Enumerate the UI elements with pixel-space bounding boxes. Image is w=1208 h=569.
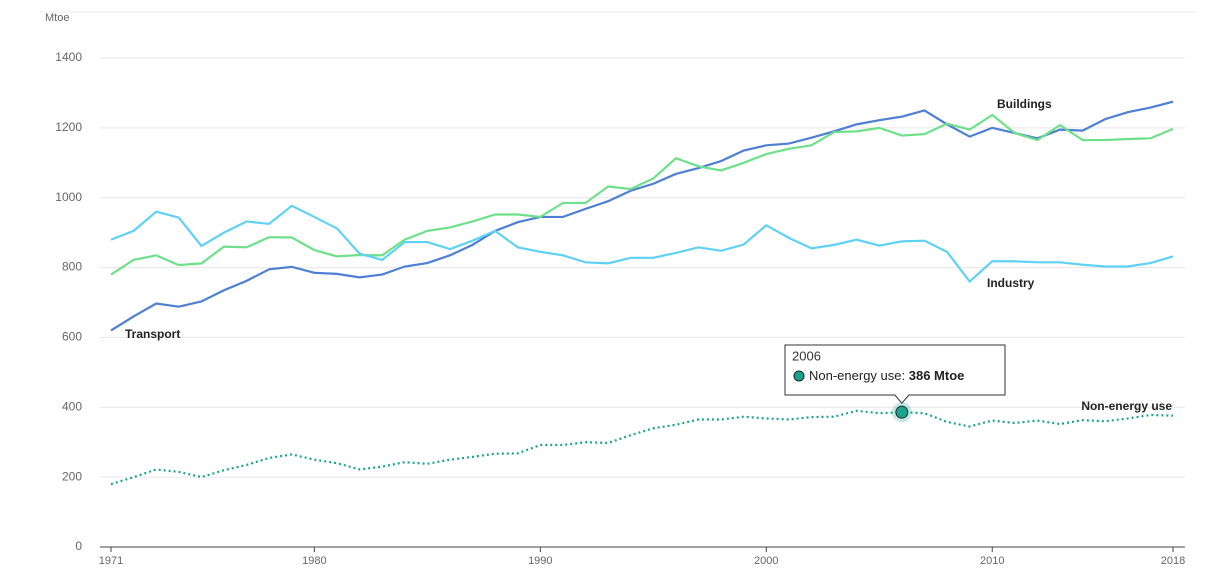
tooltip-dot <box>793 370 805 382</box>
tooltip-label: Non-energy use: <box>809 368 905 383</box>
series-label: Buildings <box>997 97 1052 111</box>
series-label: Non-energy use <box>1081 399 1172 413</box>
series-label: Industry <box>987 276 1035 290</box>
x-tick-label: 1980 <box>302 555 326 567</box>
y-tick-label: 1400 <box>55 50 82 64</box>
y-tick-label: 1000 <box>55 190 82 204</box>
tooltip-text: Non-energy use: 386 Mtoe <box>809 368 964 383</box>
series-line <box>110 204 1174 284</box>
tooltip-box <box>784 344 1006 404</box>
y-tick-label: 200 <box>62 469 82 483</box>
x-tick-label: 2010 <box>980 555 1004 567</box>
x-tick-label: 2000 <box>754 555 778 567</box>
series-line <box>110 100 1174 332</box>
x-tick-label: 1990 <box>528 555 552 567</box>
x-tick-label: 2018 <box>1161 555 1185 567</box>
series-label: Transport <box>125 327 180 341</box>
series-line <box>110 113 1174 276</box>
x-tick-label: 1971 <box>99 555 123 567</box>
tooltip-title: 2006 <box>792 348 821 363</box>
hover-point <box>895 405 909 419</box>
y-tick-label: 800 <box>62 260 82 274</box>
y-tick-label: 600 <box>62 330 82 344</box>
y-tick-label: 0 <box>75 539 82 553</box>
tooltip-value: 386 Mtoe <box>909 368 965 383</box>
series-line <box>110 409 1174 486</box>
y-tick-label: 1200 <box>55 120 82 134</box>
y-axis-label: Mtoe <box>45 12 69 24</box>
y-tick-label: 400 <box>62 399 82 413</box>
